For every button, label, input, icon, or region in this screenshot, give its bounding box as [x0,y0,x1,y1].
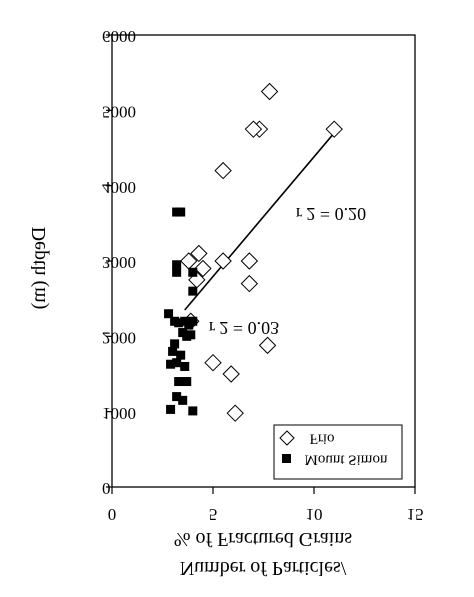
frio-point [258,336,277,355]
mount-simon-point [176,350,186,360]
annotation-mount-simon-group: r 2 = 0.03 [209,318,279,338]
y-tick-label: 0 [102,479,111,498]
mount-simon-point [164,309,174,319]
frio-point [204,353,222,372]
mount-simon-point [174,377,184,387]
mount-simon-point [166,404,176,414]
y-axis-ticks: 0 1000 2000 3000 4000 5000 6000 [102,27,136,498]
mount-simon-point [166,359,176,369]
mount-simon-point [180,361,190,371]
y-axis-title: Depth (m) [28,227,50,310]
x-tick-label: 5 [209,505,218,524]
y-tick-label: 1000 [102,404,136,423]
annotation-frio-group: r 2 = 0.20 [296,204,366,224]
mount-simon-point [182,377,192,387]
frio-point [222,365,240,383]
mount-simon-point [188,316,198,326]
mount-simon-point [188,286,198,296]
frio-point [194,259,212,278]
mount-simon-point [188,267,198,277]
frio-point [214,252,232,270]
fit-lines [184,132,335,311]
frio-point [226,404,244,422]
y-tick-label: 4000 [102,178,136,197]
mount-simon-point [172,358,182,368]
legend-mount-simon-label: Mount Simon [305,452,388,468]
frio-point [240,274,259,293]
mount-simon-point [174,318,184,328]
frio-point [244,120,263,138]
x-axis-ticks: 0 5 10 15 [108,487,424,524]
x-axis-title-line-2: % of Fractured Grains [174,528,352,550]
x-axis-title-group: % of Fractured Grains [174,528,352,550]
y-axis-title-group: Depth (m) [28,227,50,310]
mount-simon-point [176,207,186,217]
mount-simon-point [168,346,178,356]
frio-point [260,82,279,101]
frio-point [325,120,343,138]
mount-simon-point [186,330,196,340]
x-axis-title-group-2: Number of Particles/ [180,557,347,579]
x-axis-title-line-1: Number of Particles/ [180,557,347,579]
legend-mount-simon-marker [282,454,291,463]
frio-point [190,244,208,263]
fit-line [184,132,335,311]
annotation-frio-r2: r 2 = 0.20 [296,204,366,224]
plot-frame [111,34,416,488]
mount-simon-point [172,267,182,277]
mount-simon-point [172,260,182,270]
x-tick-label: 0 [108,505,117,524]
mount-simon-point [170,339,180,349]
y-tick-label: 6000 [102,27,136,46]
annotation-mount-simon-r2: r 2 = 0.03 [209,318,279,338]
data-points [164,82,343,422]
x-tick-label: 15 [407,505,424,524]
frio-point [214,161,232,180]
mount-simon-point [172,392,182,402]
y-tick-label: 2000 [102,328,136,347]
mount-simon-point [188,406,198,416]
legend: Frio Mount Simon [273,424,403,480]
y-tick-label: 5000 [102,102,136,121]
x-tick-label: 10 [306,505,323,524]
legend-frio-marker [279,430,295,446]
legend-frio-label: Frio [309,431,334,447]
frio-point [240,252,259,270]
y-tick-label: 3000 [102,253,136,272]
mount-simon-point [178,395,188,405]
